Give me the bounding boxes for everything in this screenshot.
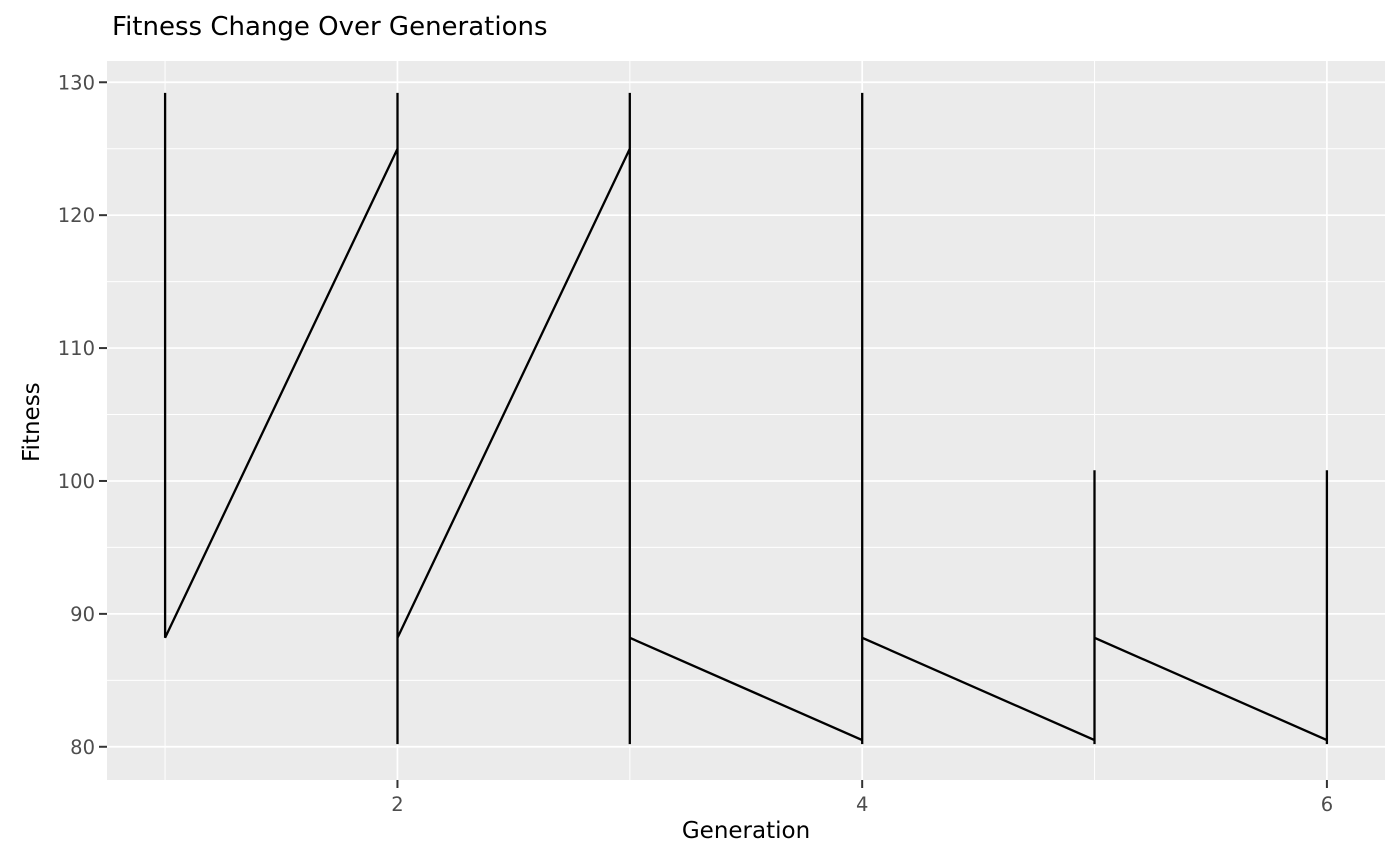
panel-background	[107, 61, 1385, 780]
x-axis-title: Generation	[681, 818, 811, 844]
x-tick-label: 2	[391, 793, 403, 816]
y-tick-label: 100	[58, 470, 95, 493]
x-tick-label: 6	[1321, 793, 1333, 816]
y-tick-label: 120	[58, 204, 95, 227]
chart-title: Fitness Change Over Generations	[112, 12, 548, 42]
y-tick-label: 90	[70, 603, 95, 626]
y-tick-label: 110	[58, 337, 95, 360]
y-tick-label: 130	[58, 71, 95, 94]
x-tick-label: 4	[856, 793, 868, 816]
y-axis-title: Fitness	[19, 382, 45, 462]
y-tick-label: 80	[70, 736, 95, 759]
fitness-line	[163, 92, 1329, 745]
